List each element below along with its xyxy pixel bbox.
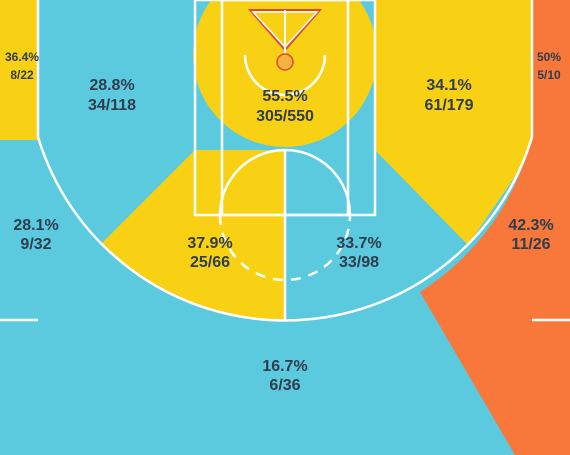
zone-shots: 33/98	[339, 254, 379, 271]
zone-pct: 50%	[537, 50, 561, 64]
zone-shots: 5/10	[537, 68, 561, 82]
zone-left-corner	[0, 0, 38, 140]
zone-right-mid	[375, 0, 532, 245]
basket	[247, 9, 323, 71]
zone-pct: 33.7%	[336, 235, 381, 252]
zone-pct: 37.9%	[187, 235, 232, 252]
zone-shots: 305/550	[256, 108, 314, 125]
zone-shots: 34/118	[88, 97, 136, 114]
zone-right-wing-three	[420, 137, 570, 455]
zone-pct: 28.8%	[89, 77, 134, 94]
zone-right-corner	[532, 0, 570, 140]
zone-pct: 42.3%	[508, 217, 553, 234]
zone-shots: 8/22	[10, 68, 34, 82]
zone-shots: 25/66	[190, 254, 230, 271]
zone-pct: 16.7%	[262, 358, 307, 375]
zone-pct: 28.1%	[13, 217, 58, 234]
court-lines	[0, 0, 570, 322]
zone-pct: 36.4%	[5, 50, 39, 64]
zone-shots: 6/36	[269, 377, 300, 394]
zone-shots: 61/179	[425, 97, 474, 114]
zone-shots: 9/32	[20, 236, 51, 253]
zone-pct: 55.5%	[262, 88, 307, 105]
zone-pct: 34.1%	[426, 77, 471, 94]
zone-shots: 11/26	[511, 236, 550, 253]
